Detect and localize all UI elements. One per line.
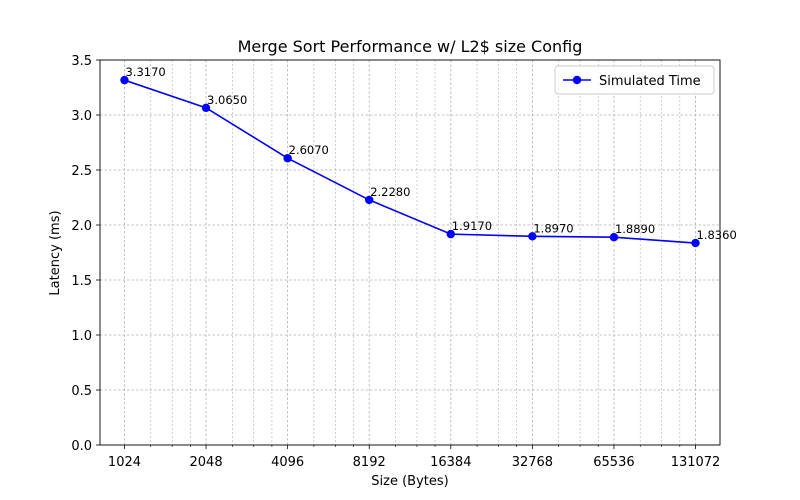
- data-point: [528, 232, 537, 241]
- data-labels: 3.3170 3.0650 2.6070 2.2280 1.9170 1.8970 1.88…: [125, 65, 736, 242]
- y-tick-label: 1.5: [71, 274, 92, 289]
- x-tick-label: 16384: [430, 455, 471, 470]
- series-line: [124, 79, 696, 244]
- legend-label: Simulated Time: [599, 74, 701, 89]
- series-simulated-time: [120, 75, 700, 248]
- x-tick-label: 131072: [671, 455, 721, 470]
- y-tick-label: 2.5: [71, 164, 92, 179]
- axes: 1024 2048 4096 8192 16384 32768 65536 131072 0.0…: [71, 54, 721, 470]
- data-label: 3.0650: [207, 93, 247, 107]
- x-axis-label: Size (Bytes): [371, 474, 448, 489]
- y-tick-label: 2.0: [71, 219, 92, 234]
- chart-title: Merge Sort Performance w/ L2$ size Confi…: [238, 37, 583, 56]
- data-label: 1.8890: [615, 222, 655, 236]
- legend-box: [554, 65, 715, 95]
- x-tick-label: 8192: [353, 455, 386, 470]
- data-label: 1.8360: [697, 228, 737, 242]
- x-tick-label: 32768: [512, 455, 553, 470]
- data-label: 1.8970: [533, 221, 573, 235]
- x-tick-label: 2048: [190, 455, 223, 470]
- y-tick-label: 3.0: [71, 109, 92, 124]
- y-tick-label: 0.5: [71, 384, 92, 399]
- grid: [100, 59, 720, 446]
- data-label: 2.2280: [370, 185, 410, 199]
- data-label: 3.3170: [125, 65, 165, 79]
- x-tick-label: 4096: [271, 455, 304, 470]
- data-label: 1.9170: [452, 219, 492, 233]
- plot-frame: [99, 59, 721, 446]
- data-point: [283, 154, 292, 163]
- data-point: [691, 238, 700, 248]
- legend: Simulated Time: [554, 65, 715, 95]
- data-point: [201, 103, 211, 113]
- data-label: 2.6070: [289, 143, 329, 157]
- data-point: [365, 195, 374, 205]
- legend-marker: [572, 75, 582, 85]
- data-point: [446, 229, 455, 239]
- data-point: [609, 233, 619, 242]
- y-tick-label: 1.0: [71, 329, 92, 344]
- y-tick-label: 0.0: [71, 439, 92, 454]
- x-tick-label: 65536: [593, 455, 634, 470]
- x-tick-label: 1024: [108, 455, 141, 470]
- y-tick-label: 3.5: [71, 54, 92, 69]
- y-axis-label: Latency (ms): [48, 210, 63, 295]
- data-point: [120, 75, 129, 85]
